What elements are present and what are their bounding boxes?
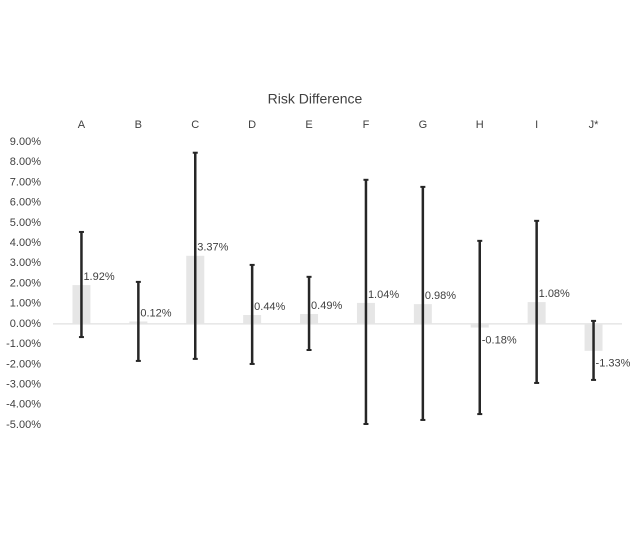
- x-tick-label: B: [135, 119, 142, 131]
- value-label: 3.37%: [197, 242, 228, 254]
- value-label: 1.92%: [83, 271, 114, 283]
- chart-title: Risk Difference: [268, 91, 363, 107]
- y-tick-label: 6.00%: [10, 197, 41, 209]
- y-tick-label: 3.00%: [10, 257, 41, 269]
- x-tick-label: E: [305, 119, 312, 131]
- value-label: 0.12%: [140, 307, 171, 319]
- x-tick-label: I: [535, 119, 538, 131]
- y-tick-label: 5.00%: [10, 217, 41, 229]
- y-tick-label: -4.00%: [6, 399, 41, 411]
- value-label: 0.98%: [425, 290, 456, 302]
- y-tick-label: 1.00%: [10, 298, 41, 310]
- value-label: 1.08%: [539, 288, 570, 300]
- x-tick-label: G: [419, 119, 428, 131]
- x-tick-label: C: [191, 119, 199, 131]
- y-tick-label: 4.00%: [10, 237, 41, 249]
- value-label: -0.18%: [482, 334, 517, 346]
- value-label: -1.33%: [596, 358, 631, 370]
- value-label: 1.04%: [368, 289, 399, 301]
- y-tick-label: -3.00%: [6, 378, 41, 390]
- y-tick-label: 0.00%: [10, 318, 41, 330]
- value-label: 0.49%: [311, 300, 342, 312]
- y-tick-label: 9.00%: [10, 136, 41, 148]
- value-label: 0.44%: [254, 301, 285, 313]
- x-tick-label: D: [248, 119, 256, 131]
- x-tick-label: J*: [589, 119, 600, 131]
- y-tick-label: 8.00%: [10, 156, 41, 168]
- y-tick-label: -1.00%: [6, 338, 41, 350]
- x-tick-label: H: [476, 119, 484, 131]
- x-tick-label: F: [363, 119, 370, 131]
- y-tick-label: 7.00%: [10, 176, 41, 188]
- y-tick-label: 2.00%: [10, 277, 41, 289]
- x-tick-label: A: [78, 119, 86, 131]
- y-tick-label: -5.00%: [6, 419, 41, 431]
- y-tick-label: -2.00%: [6, 358, 41, 370]
